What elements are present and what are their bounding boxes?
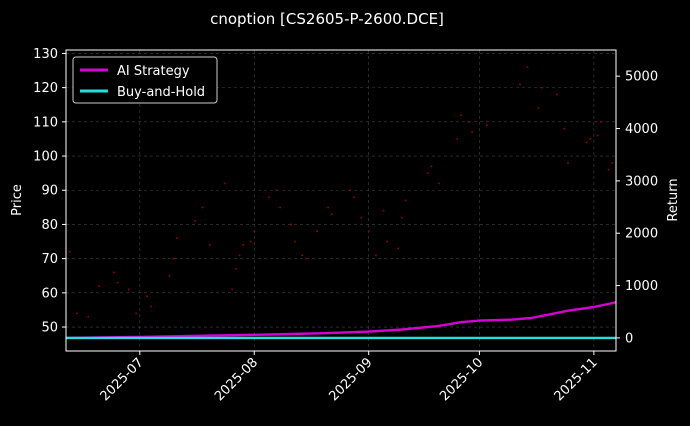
price-point [563, 127, 566, 130]
price-point [526, 66, 529, 69]
y-tick-label: 70 [41, 252, 58, 267]
price-point [194, 220, 197, 223]
legend: AI Strategy Buy-and-Hold [72, 56, 218, 104]
price-point [330, 213, 333, 216]
price-point [316, 230, 319, 233]
price-point [537, 107, 540, 110]
plot-frame [65, 49, 617, 352]
price-point [404, 199, 407, 202]
price-point [208, 243, 211, 246]
price-point [349, 189, 352, 192]
price-point [607, 168, 610, 171]
price-point [87, 315, 90, 318]
price-point [127, 288, 130, 291]
price-point [352, 196, 355, 199]
y2-tick-label: 2000 [625, 227, 658, 242]
legend-label-buy-and-hold: Buy-and-Hold [117, 85, 205, 100]
price-point [201, 206, 204, 209]
price-point [459, 113, 462, 116]
price-point [168, 274, 171, 277]
y-tick-label: 100 [33, 150, 58, 165]
price-point [360, 216, 363, 219]
price-point [76, 312, 79, 315]
price-point [234, 267, 237, 270]
y-tick-label: 60 [41, 286, 58, 301]
price-point [149, 305, 152, 308]
y-axis-label: Price [10, 184, 25, 216]
price-point [268, 196, 271, 199]
price-point [231, 288, 234, 291]
y-tick-label: 120 [33, 81, 58, 96]
price-point [238, 254, 241, 257]
price-point [585, 141, 588, 144]
price-point [437, 182, 440, 185]
y-tick-label: 130 [33, 47, 58, 62]
price-layer [68, 66, 614, 318]
price-point [327, 206, 330, 209]
price-point [112, 271, 115, 274]
price-point [600, 120, 603, 123]
price-point [386, 240, 389, 243]
price-point [253, 230, 256, 233]
price-point [611, 161, 614, 164]
price-point [175, 237, 178, 240]
price-point [589, 137, 592, 140]
price-point [172, 257, 175, 260]
price-point [567, 161, 570, 164]
price-point [400, 216, 403, 219]
price-point [456, 137, 459, 140]
price-point [279, 206, 282, 209]
price-point [301, 254, 304, 257]
ai-strategy-line [65, 301, 617, 340]
price-point [485, 124, 488, 127]
price-point [555, 93, 558, 96]
y2-tick-label: 0 [625, 331, 633, 346]
price-point [98, 285, 101, 288]
y2-tick-label: 3000 [625, 174, 658, 189]
price-point [242, 243, 245, 246]
price-point [116, 281, 119, 284]
price-point [519, 83, 522, 86]
y-tick-label: 50 [41, 321, 58, 336]
price-point [541, 86, 544, 89]
y2-axis-label: Return [666, 178, 681, 221]
legend-box [72, 56, 218, 104]
price-point [223, 182, 226, 185]
series-layer [65, 301, 617, 340]
price-point [135, 312, 138, 315]
y-tick-label: 90 [41, 184, 58, 199]
price-point [290, 223, 293, 226]
price-point [596, 134, 599, 137]
price-point [467, 120, 470, 123]
y2-tick-label: 4000 [625, 122, 658, 137]
chart-title: cnoption [CS2605-P-2600.DCE] [210, 10, 444, 28]
legend-label-ai-strategy: AI Strategy [117, 64, 190, 79]
y2-tick-label: 5000 [625, 70, 658, 85]
price-point [382, 209, 385, 212]
price-point [293, 240, 296, 243]
price-point [146, 295, 149, 298]
price-point [375, 254, 378, 257]
y-tick-label: 110 [33, 115, 58, 130]
price-point [397, 247, 400, 250]
y2-tick-label: 1000 [625, 279, 658, 294]
grid-layer [66, 50, 616, 351]
price-point [68, 250, 71, 253]
price-point [304, 257, 307, 260]
price-point [275, 189, 278, 192]
price-point [249, 240, 252, 243]
price-point [367, 230, 370, 233]
price-point [471, 131, 474, 134]
price-point [430, 165, 433, 168]
price-point [426, 172, 429, 175]
y-tick-label: 80 [41, 218, 58, 233]
